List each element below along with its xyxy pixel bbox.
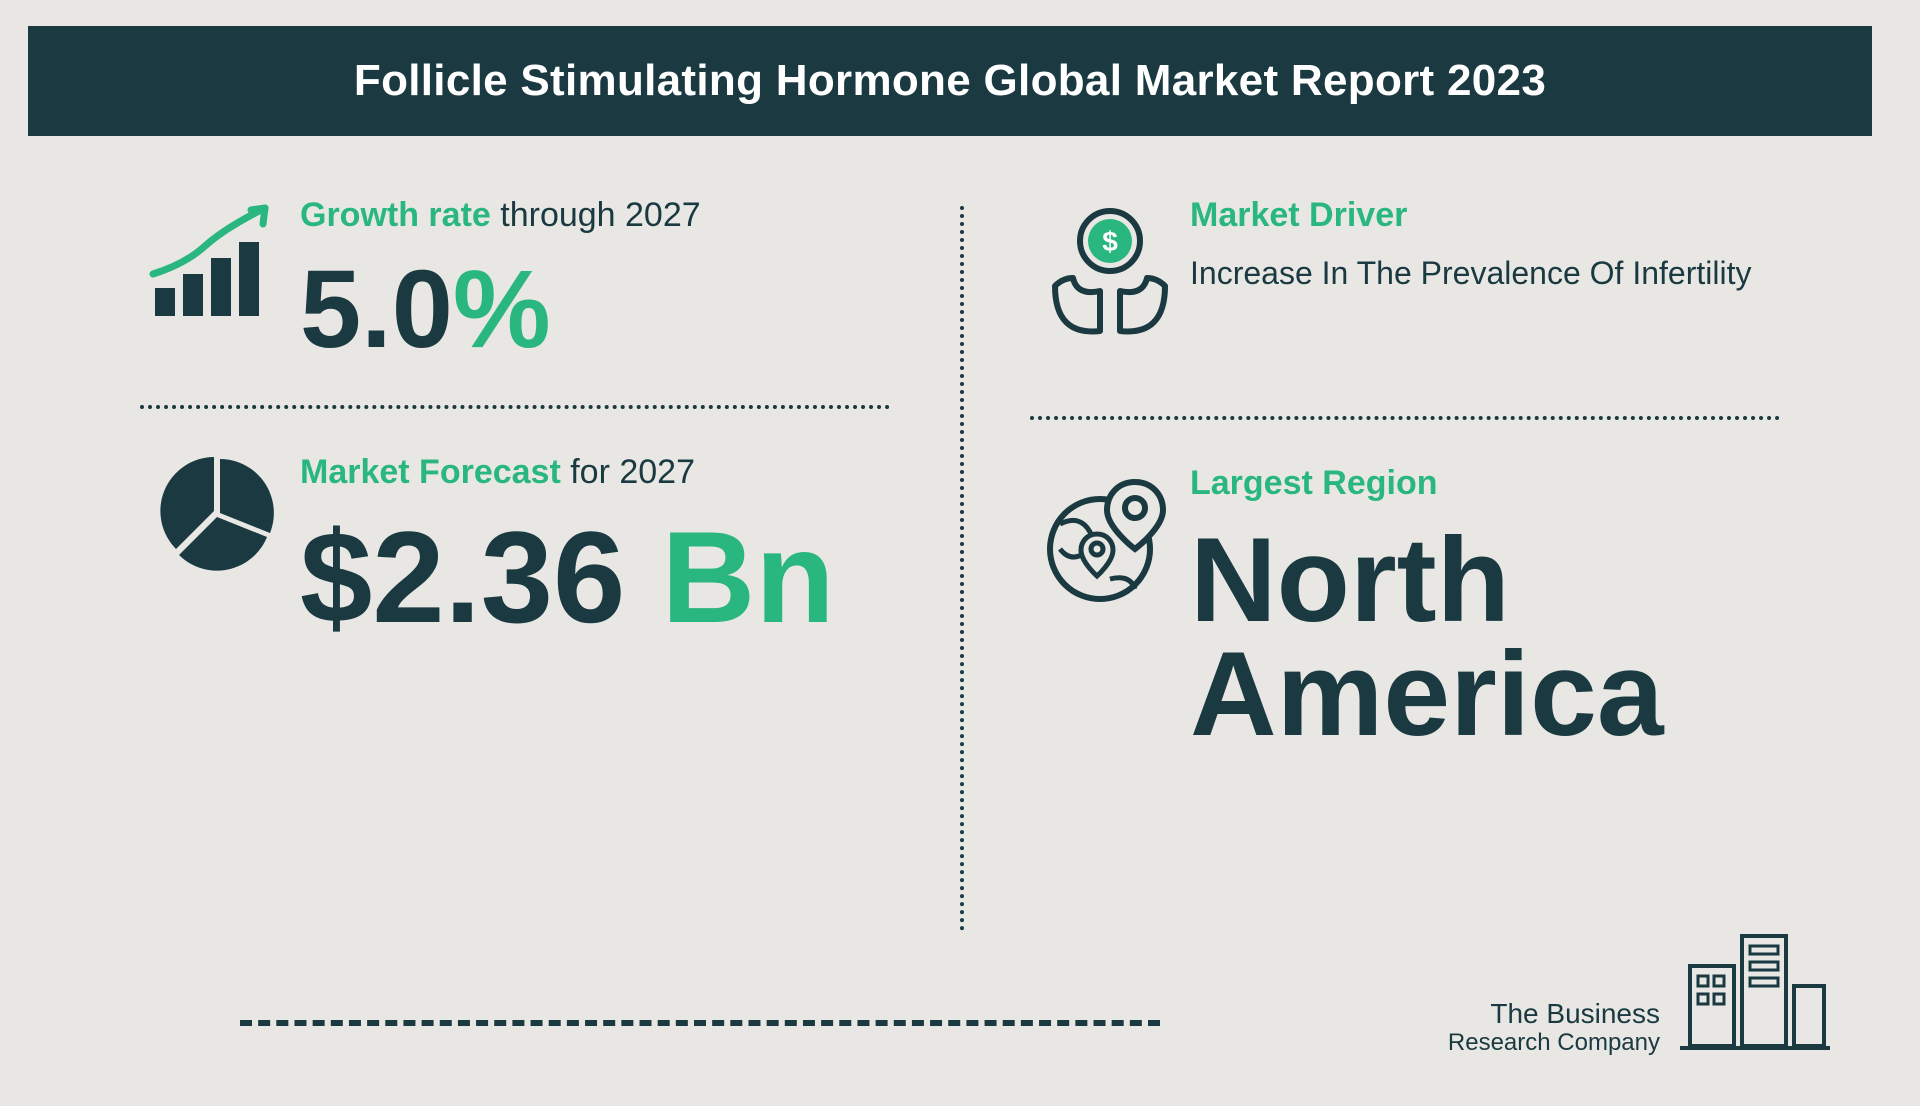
globe-pin-icon (1035, 464, 1185, 614)
forecast-label-muted: for 2027 (570, 453, 695, 491)
growth-label: Growth rate through 2027 (300, 196, 890, 235)
logo-text: The Business Research Company (1448, 999, 1660, 1056)
growth-icon-cell (140, 196, 300, 326)
growth-value-unit: % (453, 248, 551, 371)
vertical-divider (960, 206, 964, 931)
driver-text-cell: Market Driver Increase In The Prevalence… (1190, 196, 1780, 292)
region-text-cell: Largest Region North America (1190, 464, 1780, 751)
left-dotted-divider (140, 405, 890, 409)
logo-line2: Research Company (1448, 1030, 1660, 1056)
forecast-label: Market Forecast for 2027 (300, 453, 890, 492)
growth-value: 5.0% (300, 255, 890, 365)
right-column: $ Market Driver Increase In The Prevalen… (950, 176, 1840, 791)
growth-label-accent: Growth rate (300, 196, 491, 234)
svg-text:$: $ (1102, 226, 1118, 257)
forecast-value-unit: Bn (625, 504, 834, 650)
right-dotted-divider (1030, 416, 1780, 420)
forecast-label-accent: Market Forecast (300, 453, 561, 491)
region-label-text: Largest Region (1190, 464, 1437, 502)
company-logo: The Business Research Company (1448, 916, 1830, 1056)
growth-block: Growth rate through 2027 5.0% (140, 196, 890, 365)
left-column: Growth rate through 2027 5.0% Market F (100, 176, 950, 791)
driver-label-text: Market Driver (1190, 196, 1407, 234)
driver-block: $ Market Driver Increase In The Prevalen… (1030, 196, 1780, 346)
forecast-text-cell: Market Forecast for 2027 $2.36 Bn (300, 453, 890, 642)
growth-text-cell: Growth rate through 2027 5.0% (300, 196, 890, 365)
driver-label: Market Driver (1190, 196, 1780, 235)
forecast-block: Market Forecast for 2027 $2.36 Bn (140, 453, 890, 642)
logo-buildings-icon (1680, 916, 1830, 1056)
pie-chart-icon (160, 453, 280, 573)
growth-chart-icon (145, 196, 295, 326)
forecast-value-number: $2.36 (300, 504, 625, 650)
driver-icon-cell: $ (1030, 196, 1190, 346)
growth-value-number: 5.0 (300, 248, 453, 371)
region-label: Largest Region (1190, 464, 1780, 503)
driver-description: Increase In The Prevalence Of Infertilit… (1190, 255, 1780, 292)
region-value: North America (1190, 523, 1780, 751)
header-title: Follicle Stimulating Hormone Global Mark… (354, 56, 1546, 106)
logo-line1: The Business (1448, 999, 1660, 1030)
region-block: Largest Region North America (1030, 464, 1780, 751)
bottom-dashed-line (240, 1020, 1160, 1026)
hands-coin-icon: $ (1035, 196, 1185, 346)
region-icon-cell (1030, 464, 1190, 614)
header-bar: Follicle Stimulating Hormone Global Mark… (28, 26, 1872, 136)
growth-label-muted: through 2027 (500, 196, 700, 234)
forecast-icon-cell (140, 453, 300, 573)
main-grid: Growth rate through 2027 5.0% Market F (0, 176, 1920, 791)
forecast-value: $2.36 Bn (300, 512, 890, 642)
